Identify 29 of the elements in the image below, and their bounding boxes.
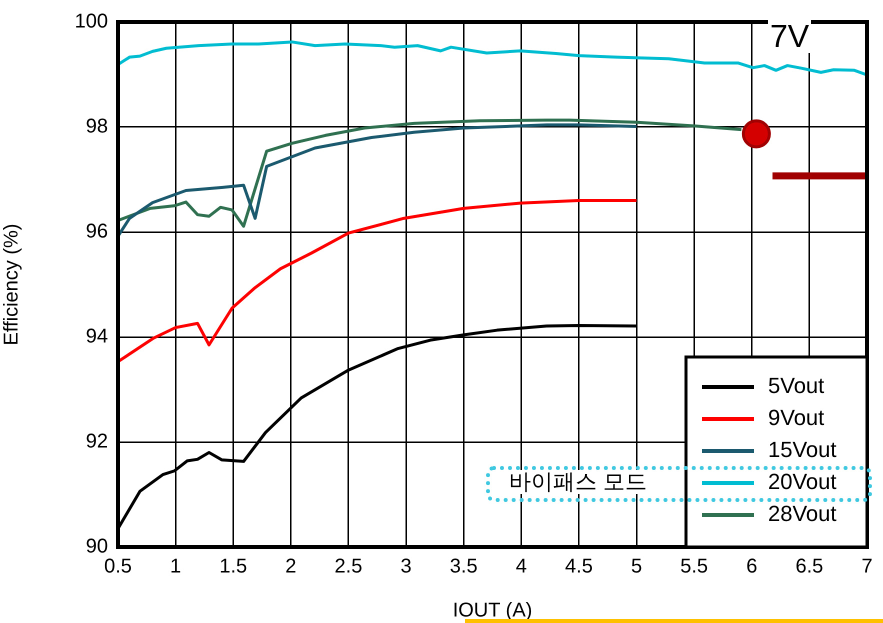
legend-label: 5Vout (768, 373, 824, 398)
x-tick-label: 2 (285, 556, 296, 578)
y-tick-label: 100 (74, 10, 108, 33)
legend-label: 15Vout (768, 437, 837, 462)
y-tick-label: 90 (86, 536, 108, 558)
legend-label: 28Vout (768, 501, 837, 526)
y-tick-label: 92 (86, 430, 108, 453)
legend-label: 20Vout (768, 469, 837, 494)
legend-label: 9Vout (768, 405, 824, 430)
x-tick-label: 6 (746, 556, 758, 578)
annotation: 바이패스 모드 (506, 469, 650, 494)
y-tick-label: 98 (86, 116, 108, 138)
x-tick-label: 7 (861, 556, 873, 578)
x-tick-label: 6.5 (795, 556, 824, 578)
y-axis-title: Efficiency (%) (0, 224, 23, 346)
y-tick-label: 96 (86, 220, 108, 243)
x-axis-title: IOUT (A) (452, 600, 532, 622)
x-tick-label: 3.5 (450, 556, 478, 578)
x-tick-label: 1.5 (219, 556, 248, 578)
x-tick-label: 1 (170, 556, 182, 578)
x-tick-label: 4 (516, 556, 527, 578)
y-tick-label: 94 (86, 326, 108, 348)
x-tick-label: 3 (400, 556, 412, 578)
x-tick-label: 5 (630, 556, 642, 578)
x-tick-label: 2.5 (334, 556, 362, 578)
annotation: 7V (768, 18, 812, 54)
x-tick-label: 0.5 (104, 556, 132, 578)
x-tick-label: 4.5 (565, 556, 593, 578)
x-tick-label: 5.5 (680, 556, 708, 578)
